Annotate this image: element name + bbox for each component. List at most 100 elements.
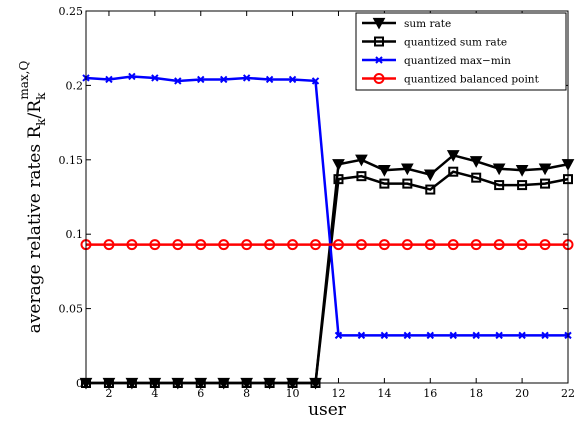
data-point xyxy=(149,239,161,251)
data-point xyxy=(539,239,551,251)
series-layer xyxy=(79,72,575,390)
data-point xyxy=(494,180,505,191)
x-tick-label: 14 xyxy=(377,387,391,400)
legend-swatch-marker xyxy=(375,56,383,64)
x-tick-label: 10 xyxy=(286,387,300,400)
y-tick-label: 0.1 xyxy=(66,228,84,241)
data-point xyxy=(195,239,207,251)
legend-entry: quantized sum rate xyxy=(362,36,507,49)
y-axis-ticks: 0 0.05 0.1 0.15 0.2 0.25 xyxy=(59,5,568,390)
series-quantized-max-min xyxy=(82,72,572,340)
data-point xyxy=(378,239,390,251)
legend-swatch-marker xyxy=(374,36,384,47)
x-axis-title: user xyxy=(308,400,347,420)
x-axis-ticks: 2 4 6 8 10 12 14 16 18 20 22 xyxy=(105,11,575,400)
data-point xyxy=(517,180,528,191)
legend-label: quantized max−min xyxy=(404,55,511,67)
x-tick-label: 18 xyxy=(469,387,483,400)
legend-swatch-marker xyxy=(373,73,385,84)
legend-swatch-marker xyxy=(372,17,386,30)
data-point xyxy=(518,331,526,340)
data-point xyxy=(241,239,253,251)
x-tick-label: 4 xyxy=(151,387,158,400)
data-point xyxy=(540,178,551,189)
data-point xyxy=(423,169,437,182)
data-point xyxy=(493,239,505,251)
y-axis-title: average relative rates Rk/Rkmax,Q xyxy=(17,61,48,334)
data-point xyxy=(403,331,412,340)
plot-frame xyxy=(85,10,569,384)
data-point xyxy=(401,239,413,251)
data-point xyxy=(357,331,366,340)
x-tick-label: 6 xyxy=(197,387,204,400)
data-point xyxy=(311,77,320,85)
data-point xyxy=(516,239,528,251)
data-point xyxy=(495,331,503,340)
y-tick-label: 0.15 xyxy=(59,154,84,167)
legend-entry: quantized max−min xyxy=(362,55,511,67)
data-point xyxy=(287,239,299,251)
data-point xyxy=(425,184,436,195)
y-tick-label: 0.05 xyxy=(59,303,84,316)
data-point xyxy=(426,331,434,340)
data-point xyxy=(469,156,483,168)
data-point xyxy=(265,75,274,84)
y-axis-title-sub1: k xyxy=(34,118,48,126)
data-point xyxy=(355,154,368,167)
data-point xyxy=(220,75,228,84)
x-tick-label: 16 xyxy=(423,387,437,400)
data-point xyxy=(356,171,367,182)
legend-label: quantized sum rate xyxy=(404,37,507,49)
y-axis-title-base: average relative rates R xyxy=(25,125,45,334)
data-point xyxy=(332,159,345,171)
data-point xyxy=(264,239,276,251)
data-point xyxy=(128,72,136,81)
data-point xyxy=(334,331,343,340)
y-tick-label: 0.25 xyxy=(59,5,84,18)
data-point xyxy=(378,165,391,177)
data-point xyxy=(447,239,459,251)
x-tick-label: 2 xyxy=(105,387,112,400)
data-point xyxy=(197,75,205,84)
data-point xyxy=(400,163,414,176)
x-tick-label: 12 xyxy=(331,387,345,400)
data-point xyxy=(379,178,390,189)
data-point xyxy=(105,75,113,84)
data-point xyxy=(448,166,459,177)
data-point xyxy=(424,239,436,251)
data-point xyxy=(380,331,389,340)
data-point xyxy=(449,331,457,340)
data-point xyxy=(126,239,138,251)
legend-entry: sum rate xyxy=(362,17,451,30)
data-point xyxy=(332,239,344,251)
legend: sum rate quantized sum rate quantized max−… xyxy=(355,12,567,91)
data-point xyxy=(492,163,506,176)
data-point xyxy=(515,165,529,177)
y-axis-title-sub2: k xyxy=(34,92,48,100)
series-quantized-balanced-point xyxy=(80,239,574,251)
data-point xyxy=(472,331,480,340)
data-point xyxy=(174,77,182,85)
x-tick-label: 22 xyxy=(561,387,575,400)
y-axis-title-slash: /R xyxy=(25,99,45,119)
x-tick-label: 8 xyxy=(243,387,250,400)
data-point xyxy=(541,331,549,340)
data-point xyxy=(538,163,552,176)
data-point xyxy=(310,239,322,251)
y-axis-title-sup: max,Q xyxy=(17,61,31,100)
data-point xyxy=(471,172,482,183)
y-tick-label: 0 xyxy=(76,377,83,390)
data-point xyxy=(218,239,230,251)
data-point xyxy=(151,74,159,82)
data-point xyxy=(333,174,344,185)
y-tick-label: 0.2 xyxy=(66,79,84,92)
data-point xyxy=(172,239,184,251)
data-point xyxy=(470,239,482,251)
series-line xyxy=(85,75,568,337)
data-point xyxy=(103,239,115,251)
legend-box xyxy=(355,12,567,91)
legend-label: quantized balanced point xyxy=(404,74,540,86)
data-point xyxy=(242,74,251,82)
legend-label: sum rate xyxy=(404,18,451,30)
